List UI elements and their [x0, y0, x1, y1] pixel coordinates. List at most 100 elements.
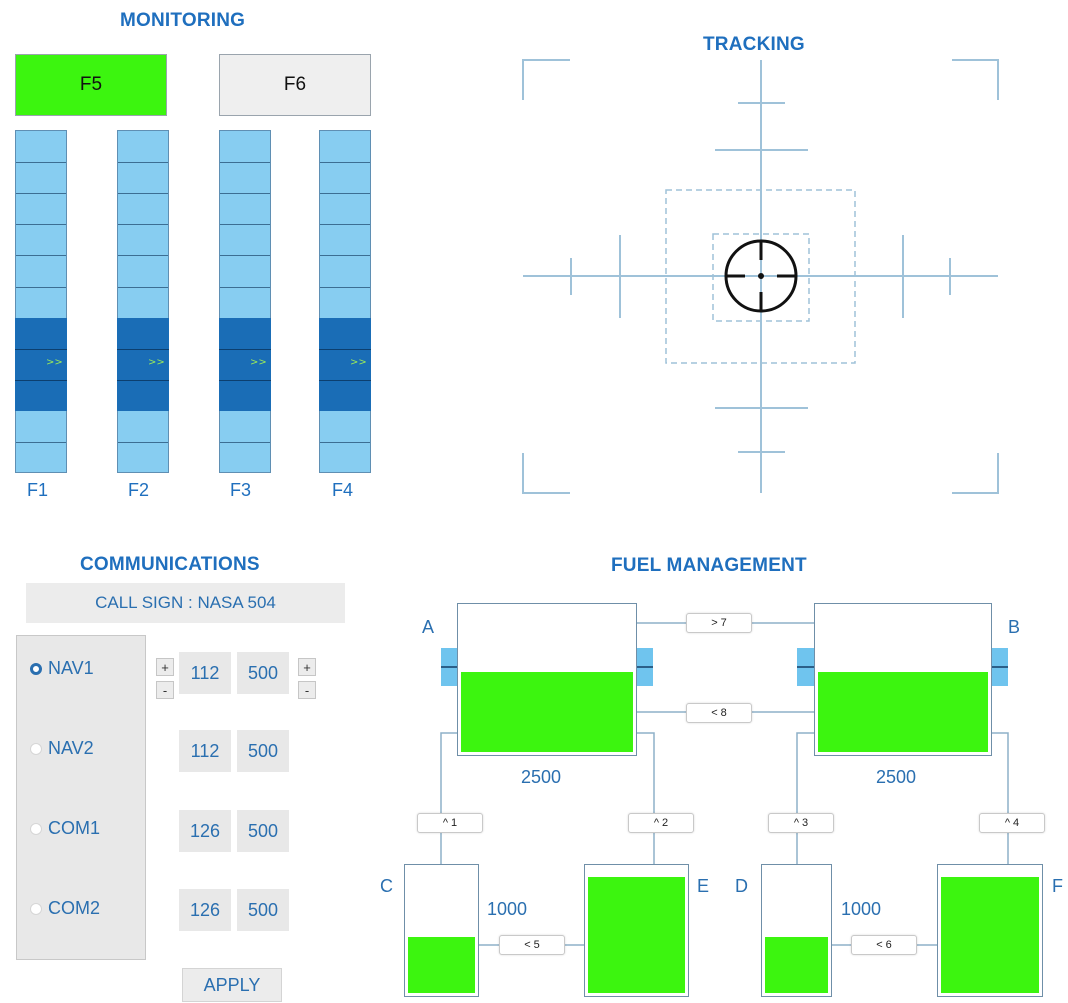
gauge-segment: [118, 255, 168, 256]
gauge-segment: [117, 349, 169, 350]
nav2-freq-main[interactable]: 112: [179, 730, 231, 772]
valve-line: [991, 666, 1008, 668]
tank-a-value: 2500: [521, 767, 562, 787]
pump-2-button[interactable]: ^ 2: [628, 813, 694, 833]
tank-a-fill: [461, 672, 633, 752]
gauge-segment: [220, 162, 270, 163]
f5-button-label: F5: [79, 74, 103, 95]
radio-selected-icon[interactable]: [30, 662, 42, 675]
radio-label: COM1: [48, 818, 101, 838]
radio-com1[interactable]: COM1: [30, 818, 100, 839]
valve-a-right[interactable]: [636, 648, 653, 686]
f5-button[interactable]: F5: [15, 54, 167, 116]
nav1-freq-main[interactable]: 112: [179, 652, 231, 694]
gauge-label-f1: F1: [27, 480, 49, 500]
valve-line: [636, 666, 653, 668]
freq-main-decrement-button[interactable]: -: [156, 681, 174, 699]
pump-3-button[interactable]: ^ 3: [768, 813, 834, 833]
tank-c-fill: [408, 937, 475, 993]
gauge-segment: [320, 224, 370, 225]
gauge-segment: [16, 224, 66, 225]
com1-freq-sub[interactable]: 500: [237, 810, 289, 852]
gauge-segment: [220, 255, 270, 256]
radio-nav2[interactable]: NAV2: [30, 738, 94, 759]
freq-main-increment-button[interactable]: +: [156, 658, 174, 676]
gauge-segment: [16, 442, 66, 443]
gauge-f2[interactable]: >>: [117, 130, 169, 473]
valve-b-left[interactable]: [797, 648, 814, 686]
pump-5-button[interactable]: < 5: [499, 935, 565, 955]
tracking-title: TRACKING: [703, 34, 805, 55]
gauge-segment: [15, 349, 67, 350]
gauge-segment: [16, 287, 66, 288]
nav2-freq-sub[interactable]: 500: [237, 730, 289, 772]
gauge-segment: [320, 287, 370, 288]
nav1-freq-sub[interactable]: 500: [237, 652, 289, 694]
tank-a-label: A: [422, 617, 435, 637]
gauge-segment: [320, 193, 370, 194]
pump-6-button[interactable]: < 6: [851, 935, 917, 955]
radio-com2[interactable]: COM2: [30, 898, 100, 919]
gauge-segment: [219, 380, 271, 381]
f6-button[interactable]: F6: [219, 54, 371, 116]
gauge-arrow: >>: [46, 357, 63, 368]
tank-f: [937, 864, 1043, 997]
valve-line: [441, 666, 458, 668]
tank-f-label: F: [1052, 876, 1063, 896]
radio-label: COM2: [48, 898, 101, 918]
radio-unselected-icon[interactable]: [30, 902, 42, 915]
gauge-segment: [16, 193, 66, 194]
pump-1-button[interactable]: ^ 1: [417, 813, 483, 833]
tank-d-fill: [765, 937, 828, 993]
gauge-segment: [319, 380, 371, 381]
com1-freq-main[interactable]: 126: [179, 810, 231, 852]
gauge-f4[interactable]: >>: [319, 130, 371, 473]
tank-b-label: B: [1008, 617, 1021, 637]
tank-b: [814, 603, 992, 756]
gauge-segment: [320, 255, 370, 256]
tank-d: [761, 864, 832, 997]
gauge-f3[interactable]: >>: [219, 130, 271, 473]
com2-freq-main[interactable]: 126: [179, 889, 231, 931]
freq-sub-increment-button[interactable]: +: [298, 658, 316, 676]
monitoring-title: MONITORING: [120, 10, 246, 31]
gauge-segment: [220, 224, 270, 225]
valve-b-right[interactable]: [991, 648, 1008, 686]
gauge-band: [117, 318, 169, 411]
gauge-segment: [118, 162, 168, 163]
radio-unselected-icon[interactable]: [30, 822, 42, 835]
com2-freq-sub[interactable]: 500: [237, 889, 289, 931]
radio-nav1[interactable]: NAV1: [30, 658, 94, 679]
gauge-segment: [220, 287, 270, 288]
pump-7-button[interactable]: > 7: [686, 613, 752, 633]
tank-e-fill: [588, 877, 685, 993]
gauge-arrow: >>: [350, 357, 367, 368]
gauge-f1[interactable]: >>: [15, 130, 67, 473]
gauge-segment: [117, 380, 169, 381]
gauge-label-f4: F4: [332, 480, 354, 500]
pump-8-button[interactable]: < 8: [686, 703, 752, 723]
radio-label: NAV2: [48, 738, 94, 758]
radio-unselected-icon[interactable]: [30, 742, 42, 755]
gauge-segment: [320, 162, 370, 163]
apply-button[interactable]: APPLY: [182, 968, 282, 1002]
gauge-segment: [220, 442, 270, 443]
gauge-segment: [15, 380, 67, 381]
freq-sub-decrement-button[interactable]: -: [298, 681, 316, 699]
tank-a: [457, 603, 637, 756]
tank-e-label: E: [697, 876, 710, 896]
gauge-segment: [320, 442, 370, 443]
valve-a-left[interactable]: [441, 648, 458, 686]
tank-d-value: 1000: [841, 899, 882, 919]
fuel-management-title: FUEL MANAGEMENT: [611, 555, 807, 576]
gauge-label-f3: F3: [230, 480, 252, 500]
gauge-band: [319, 318, 371, 411]
pump-4-button[interactable]: ^ 4: [979, 813, 1045, 833]
gauge-arrow: >>: [148, 357, 165, 368]
gauge-segment: [319, 349, 371, 350]
gauge-band: [219, 318, 271, 411]
gauge-segment: [219, 349, 271, 350]
tank-b-value: 2500: [876, 767, 917, 787]
gauge-arrow: >>: [250, 357, 267, 368]
